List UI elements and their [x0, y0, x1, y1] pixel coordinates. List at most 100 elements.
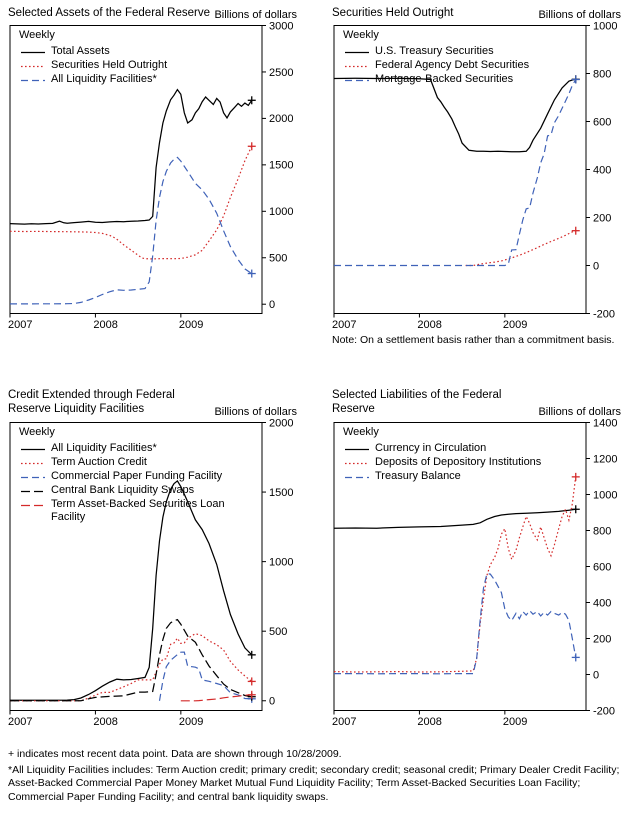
svg-text:0: 0 [269, 696, 275, 708]
legend-label: Securities Held Outright [51, 58, 168, 71]
selected-liabilities-plot: -200 0 200 400 600 800 1000 1200 1400 2007 2008 200… [332, 418, 617, 728]
chart-legend: Currency in Circulation Deposits of Depos… [345, 442, 541, 484]
chart-legend: Total Assets Securities Held Outright All … [21, 45, 167, 87]
legend-label: All Liquidity Facilities* [51, 72, 157, 85]
legend-key-line [21, 490, 45, 493]
chart-header: Securities Held Outright Billions of dol… [332, 6, 629, 21]
svg-text:600: 600 [593, 561, 611, 573]
chart-legend: All Liquidity Facilities* Term Auction Cr… [21, 442, 247, 525]
svg-text:2009: 2009 [179, 716, 203, 728]
svg-text:0: 0 [269, 299, 275, 311]
svg-text:2008: 2008 [93, 716, 117, 728]
securities-held-outright-plot: -200 0 200 400 600 800 1000 2007 2008 2009 [332, 21, 617, 331]
legend-key-line [21, 504, 45, 507]
svg-text:2000: 2000 [269, 418, 293, 429]
legend-key-line [21, 65, 45, 68]
svg-text:-200: -200 [593, 308, 615, 320]
plot-area: 0 500 1000 1500 2000 2500 3000 2007 2008 2009 Wee… [8, 21, 305, 333]
legend-key-line [21, 79, 45, 82]
svg-text:2009: 2009 [503, 319, 527, 331]
footnotes: + indicates most recent data point. Data… [8, 748, 630, 805]
chart-header: Selected Assets of the Federal Reserve B… [8, 6, 305, 21]
legend-key-line [345, 476, 369, 479]
legend-item: Currency in Circulation [345, 442, 541, 455]
legend-item: Total Assets [21, 45, 167, 58]
legend-item: Securities Held Outright [21, 59, 167, 72]
frequency-label: Weekly [343, 29, 379, 41]
svg-text:2500: 2500 [269, 67, 293, 79]
legend-item: Federal Agency Debt Securities [345, 59, 529, 72]
svg-text:500: 500 [269, 253, 287, 265]
charts-row-top: Selected Assets of the Federal Reserve B… [8, 6, 631, 346]
legend-label: Commercial Paper Funding Facility [51, 469, 223, 482]
chart-header: Selected Liabilities of the Federal Rese… [332, 388, 629, 418]
legend-item: Deposits of Depository Institutions [345, 456, 541, 469]
svg-text:2007: 2007 [8, 716, 32, 728]
legend-item: Treasury Balance [345, 470, 541, 483]
svg-text:2009: 2009 [503, 716, 527, 728]
legend-label: Treasury Balance [375, 469, 461, 482]
svg-text:2008: 2008 [417, 716, 441, 728]
legend-item: Commercial Paper Funding Facility [21, 470, 247, 483]
chart-cell-selected-assets: Selected Assets of the Federal Reserve B… [8, 6, 305, 346]
units-label: Billions of dollars [538, 406, 621, 418]
footnote-liquidity-facilities-definition: *All Liquidity Facilities includes: Term… [8, 763, 620, 803]
legend-item: U.S. Treasury Securities [345, 45, 529, 58]
units-label: Billions of dollars [214, 406, 297, 418]
svg-text:600: 600 [593, 116, 611, 128]
svg-text:2008: 2008 [417, 319, 441, 331]
svg-text:0: 0 [593, 669, 599, 681]
svg-text:400: 400 [593, 164, 611, 176]
svg-text:2000: 2000 [269, 113, 293, 125]
svg-text:-200: -200 [593, 705, 615, 717]
frequency-label: Weekly [19, 426, 55, 438]
svg-text:2008: 2008 [93, 319, 117, 331]
chart-header: Credit Extended through Federal Reserve … [8, 388, 305, 418]
legend-key-line [21, 51, 45, 54]
liquidity-facilities-plot: 0 500 1000 1500 2000 2007 2008 2009 [8, 418, 293, 728]
svg-text:800: 800 [593, 68, 611, 80]
frequency-label: Weekly [19, 29, 55, 41]
svg-text:1000: 1000 [593, 489, 617, 501]
footnote-recent-data-point: + indicates most recent data point. Data… [8, 748, 342, 760]
units-label: Billions of dollars [538, 9, 621, 21]
svg-text:500: 500 [269, 626, 287, 638]
chart-title: Credit Extended through Federal Reserve … [8, 389, 175, 416]
svg-text:3000: 3000 [269, 21, 293, 32]
svg-text:1500: 1500 [269, 160, 293, 172]
legend-key-line [345, 65, 369, 68]
selected-assets-plot: 0 500 1000 1500 2000 2500 3000 2007 2008 2009 [8, 21, 293, 331]
legend-label: U.S. Treasury Securities [375, 45, 494, 57]
svg-text:400: 400 [593, 597, 611, 609]
legend-key-line [345, 462, 369, 465]
svg-text:2009: 2009 [179, 319, 203, 331]
svg-text:1000: 1000 [269, 206, 293, 218]
frequency-label: Weekly [343, 426, 379, 438]
charts-row-bottom: Credit Extended through Federal Reserve … [8, 388, 631, 730]
legend-key-line [21, 476, 45, 479]
legend-label: Central Bank Liquidity Swaps [51, 483, 195, 496]
legend-label: Total Assets [51, 45, 110, 57]
legend-item: All Liquidity Facilities* [21, 442, 247, 455]
plot-area: -200 0 200 400 600 800 1000 2007 2008 2009 Weekly… [332, 21, 629, 333]
svg-text:2007: 2007 [8, 319, 32, 331]
legend-key-line [21, 448, 45, 451]
legend-label: Mortgage-Backed Securities [375, 72, 514, 85]
svg-text:800: 800 [593, 525, 611, 537]
legend-label: Term Asset-Backed Securities Loan Facili… [51, 497, 225, 523]
legend-item: Term Auction Credit [21, 456, 247, 469]
chart-cell-liquidity-facilities: Credit Extended through Federal Reserve … [8, 388, 305, 730]
legend-key-line [345, 448, 369, 451]
legend-key-line [345, 51, 369, 54]
legend-label: Federal Agency Debt Securities [375, 58, 530, 71]
legend-label: Currency in Circulation [375, 442, 487, 454]
legend-item: All Liquidity Facilities* [21, 73, 167, 86]
chart-cell-selected-liabilities: Selected Liabilities of the Federal Rese… [332, 388, 629, 730]
legend-label: Term Auction Credit [51, 455, 147, 468]
legend-label: All Liquidity Facilities* [51, 442, 157, 454]
legend-label: Deposits of Depository Institutions [375, 455, 542, 468]
svg-text:1000: 1000 [269, 556, 293, 568]
svg-text:2007: 2007 [332, 319, 356, 331]
chart-title: Selected Assets of the Federal Reserve [8, 7, 210, 19]
